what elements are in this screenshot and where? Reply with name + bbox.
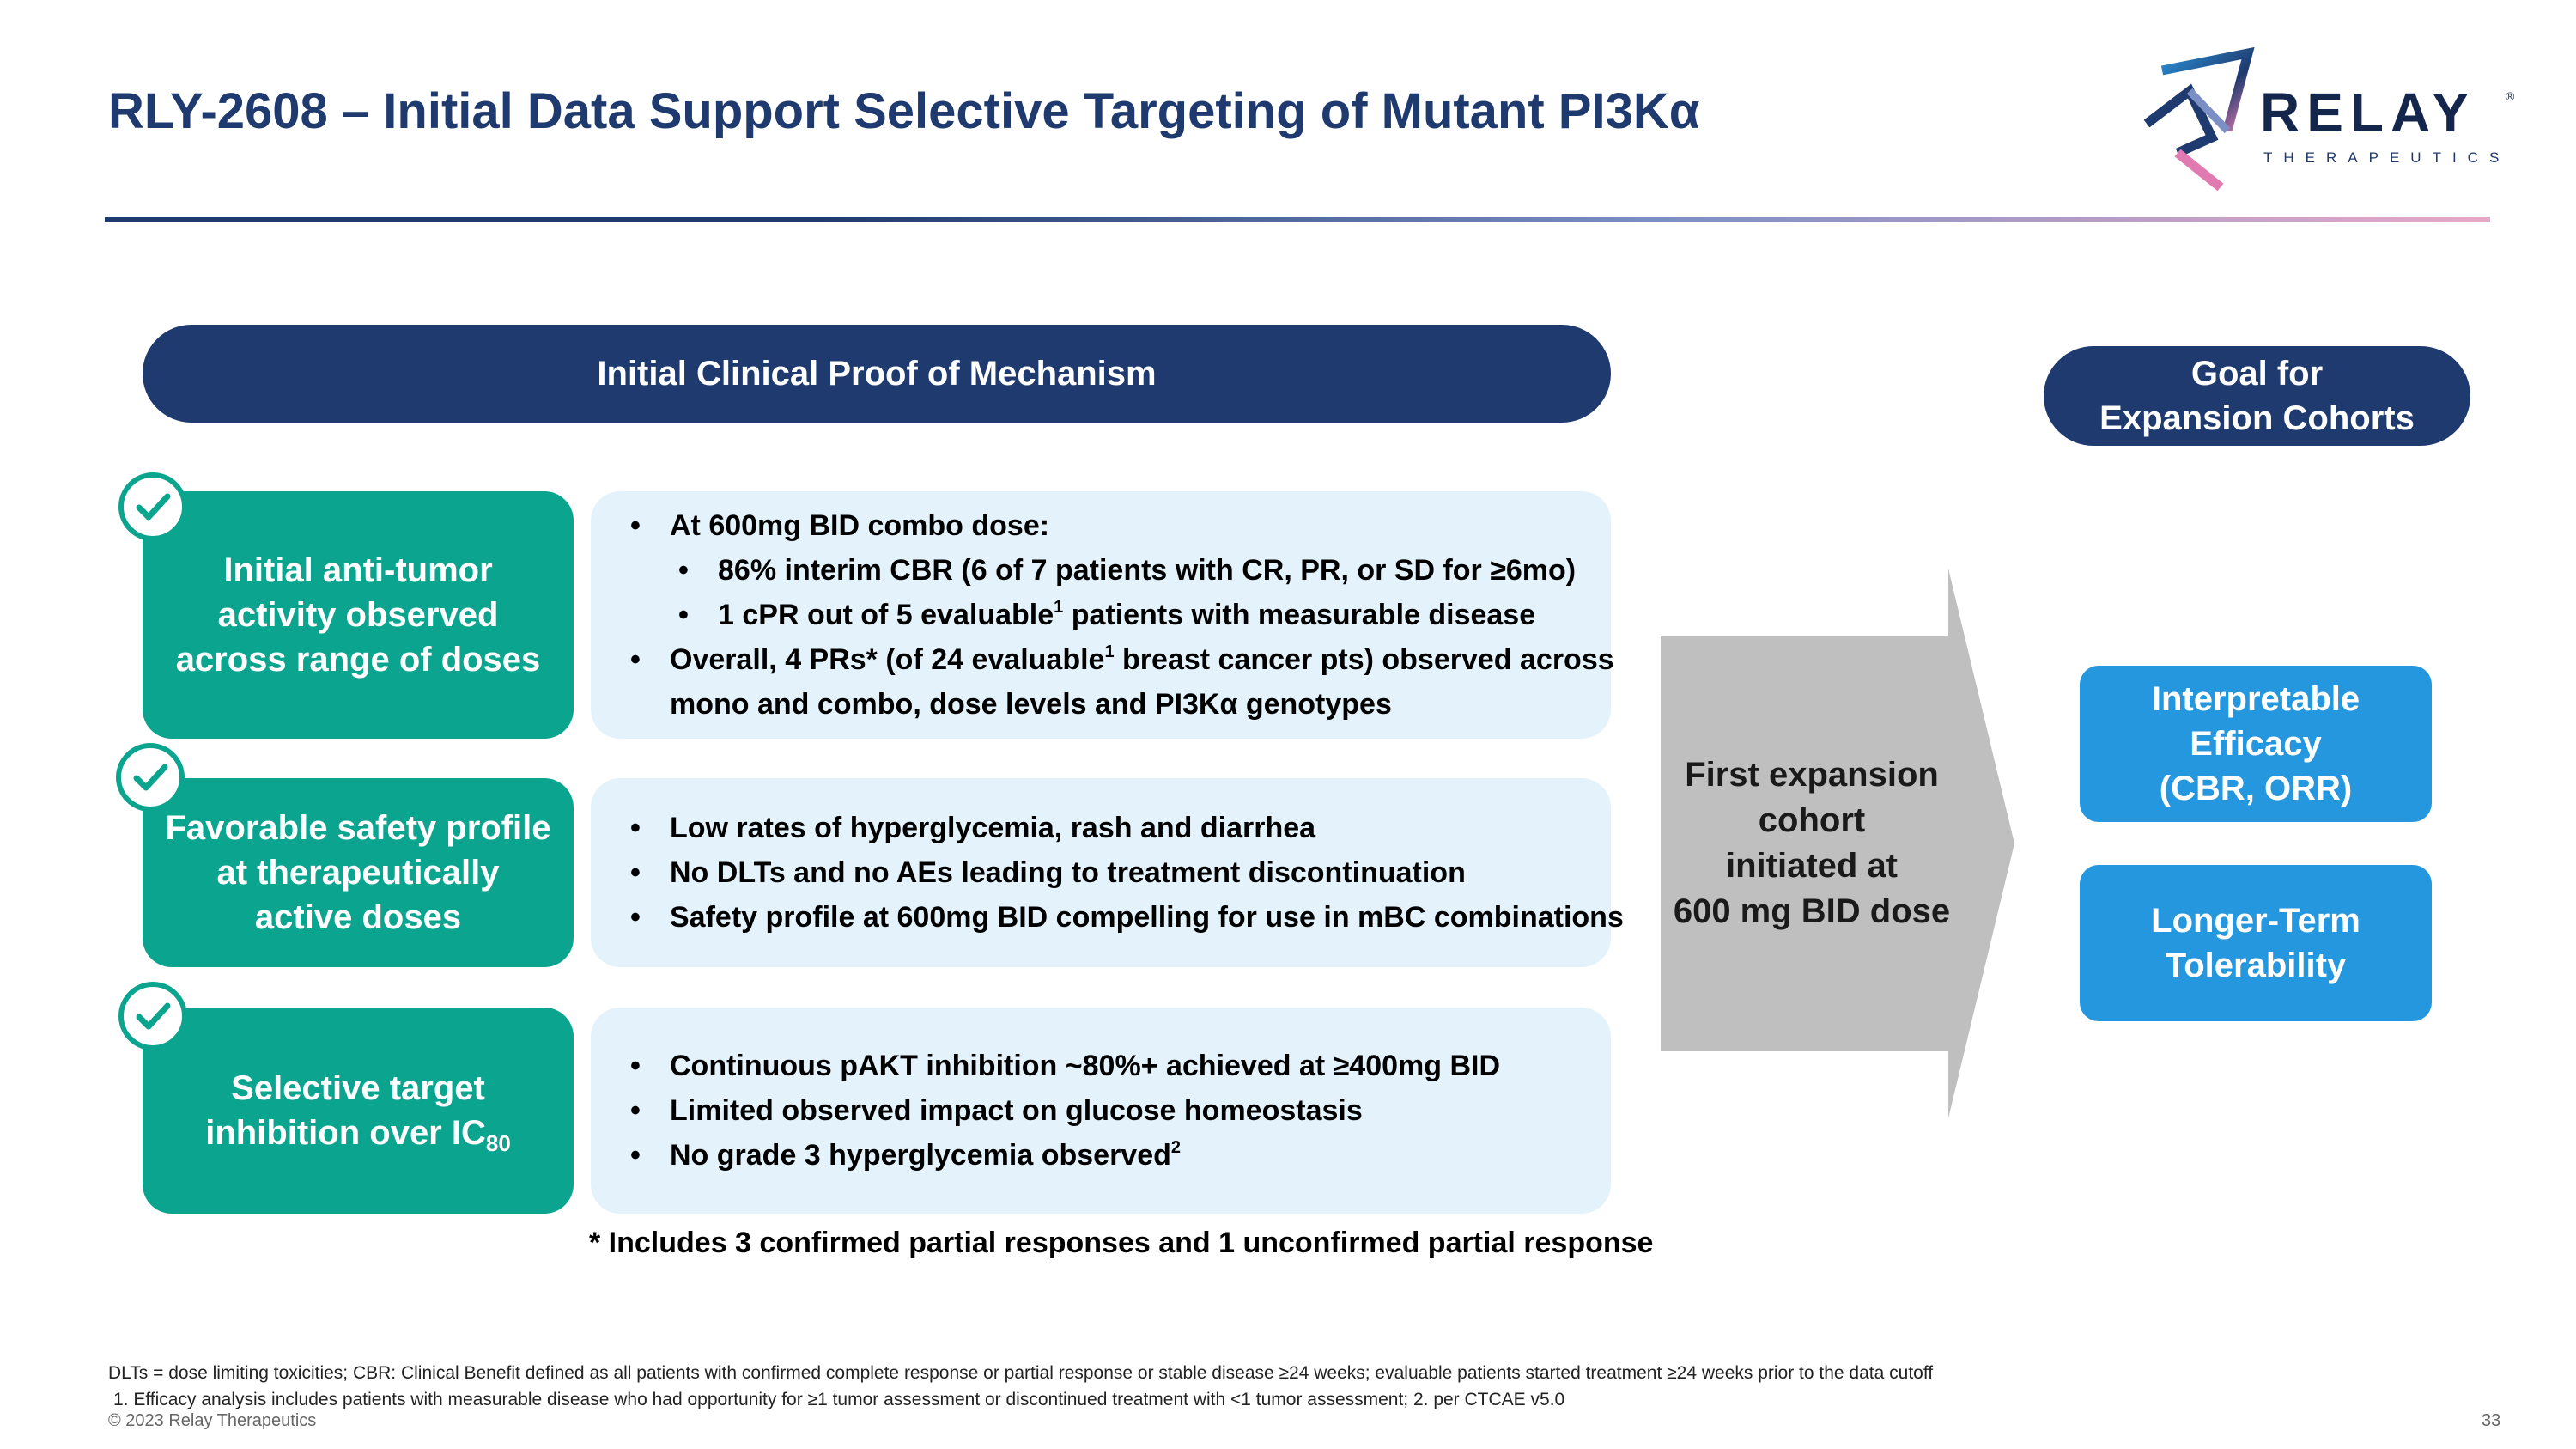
- arrow-line2: cohort: [1758, 801, 1866, 839]
- row3-detail-box: Continuous pAKT inhibition ~80%+ achieve…: [591, 1008, 1611, 1214]
- checkmark-icon: [118, 982, 187, 1050]
- row2-label-box: Favorable safety profile at therapeutica…: [143, 778, 574, 967]
- relay-logo: RELAY ® THERAPEUTICS: [2138, 45, 2516, 199]
- goal2-line2: Tolerability: [2165, 947, 2347, 984]
- row3-bullet: Limited observed impact on glucose homeo…: [630, 1088, 1611, 1133]
- footer-footnotes: 1. Efficacy analysis includes patients w…: [113, 1390, 1565, 1409]
- row2-bullet: Low rates of hyperglycemia, rash and dia…: [630, 806, 1611, 850]
- row1-bullet: Overall, 4 PRs* (of 24 evaluable1 breast…: [630, 637, 1614, 727]
- goal-banner: Goal for Expansion Cohorts: [2044, 346, 2470, 446]
- row3-label-subscript: 80: [485, 1130, 511, 1156]
- expansion-arrow-shape: [1661, 569, 2014, 1118]
- relay-logo-mark-icon: [2143, 46, 2255, 192]
- goal-longer-term-tolerability: Longer-Term Tolerability: [2080, 865, 2432, 1021]
- row3-bullet-text: No grade 3 hyperglycemia observed: [670, 1139, 1171, 1172]
- row1-bullet-text: breast cancer pts) observed across: [1114, 643, 1614, 676]
- row2-label-line1: Favorable safety profile: [165, 809, 551, 847]
- goal-interpretable-efficacy: Interpretable Efficacy (CBR, ORR): [2080, 666, 2432, 822]
- row3-label-line1: Selective target: [231, 1069, 485, 1107]
- arrow-line1: First expansion: [1685, 756, 1939, 794]
- copyright: © 2023 Relay Therapeutics: [108, 1411, 317, 1430]
- row1-label-line1: Initial anti-tumor: [223, 551, 493, 589]
- row1-sub-bullet-text: 1 cPR out of 5 evaluable: [718, 599, 1054, 631]
- row2-label-line2: at therapeutically: [216, 854, 500, 892]
- logo-registered-mark: ®: [2506, 89, 2515, 103]
- row1-label-line2: activity observed: [217, 596, 499, 634]
- goal-banner-line1: Goal for: [2190, 355, 2324, 393]
- row1-bullet-continuation: mono and combo, dose levels and PI3Kα ge…: [670, 688, 1392, 721]
- row3-label-line2: inhibition over IC: [205, 1114, 486, 1152]
- row1-sub-bullet: 1 cPR out of 5 evaluable1 patients with …: [678, 593, 1611, 637]
- goal1-line1: Interpretable: [2151, 680, 2360, 718]
- expansion-arrow-label: First expansion cohort initiated at 600 …: [1661, 752, 1963, 935]
- row1-sub-bullet-text: patients with measurable disease: [1063, 599, 1536, 631]
- row2-bullet: Safety profile at 600mg BID compelling f…: [630, 895, 1624, 940]
- page-title: RLY-2608 – Initial Data Support Selectiv…: [108, 83, 1700, 139]
- row1-bullet-text: Overall, 4 PRs* (of 24 evaluable: [670, 643, 1105, 676]
- row1-bullet: At 600mg BID combo dose:: [630, 503, 1611, 548]
- row3-bullet: Continuous pAKT inhibition ~80%+ achieve…: [630, 1044, 1611, 1088]
- star-footnote: * Includes 3 confirmed partial responses…: [589, 1227, 1654, 1259]
- arrow-line4: 600 mg BID dose: [1673, 892, 1951, 930]
- page-number: 33: [2482, 1411, 2501, 1430]
- arrow-line3: initiated at: [1725, 847, 1899, 885]
- row1-detail-box: At 600mg BID combo dose: 86% interim CBR…: [591, 491, 1614, 739]
- goal2-line1: Longer-Term: [2151, 902, 2360, 940]
- row2-bullet: No DLTs and no AEs leading to treatment …: [630, 850, 1611, 895]
- title-divider: [105, 217, 2490, 222]
- row1-label-box: Initial anti-tumor activity observed acr…: [143, 491, 574, 739]
- checkmark-icon: [118, 472, 187, 541]
- row2-label-line3: active doses: [254, 898, 462, 936]
- goal1-line3: (CBR, ORR): [2159, 770, 2353, 807]
- footnote-ref: 1: [1104, 642, 1115, 661]
- logo-wordmark: RELAY: [2260, 82, 2476, 143]
- footnote-ref: 1: [1054, 598, 1064, 617]
- row2-detail-box: Low rates of hyperglycemia, rash and dia…: [591, 778, 1624, 967]
- goal1-line2: Efficacy: [2190, 725, 2322, 763]
- row1-label-line3: across range of doses: [175, 641, 541, 679]
- row3-label-box: Selective target inhibition over IC80: [143, 1008, 574, 1214]
- logo-subtitle: THERAPEUTICS: [2263, 149, 2511, 166]
- footnote-ref: 2: [1170, 1138, 1182, 1157]
- checkmark-icon: [116, 743, 185, 812]
- main-banner: Initial Clinical Proof of Mechanism: [143, 325, 1611, 423]
- row1-sub-bullet: 86% interim CBR (6 of 7 patients with CR…: [678, 548, 1611, 593]
- goal-banner-line2: Expansion Cohorts: [2099, 399, 2415, 437]
- row3-bullet: No grade 3 hyperglycemia observed2: [630, 1133, 1611, 1178]
- footer-definitions: DLTs = dose limiting toxicities; CBR: Cl…: [108, 1363, 1934, 1383]
